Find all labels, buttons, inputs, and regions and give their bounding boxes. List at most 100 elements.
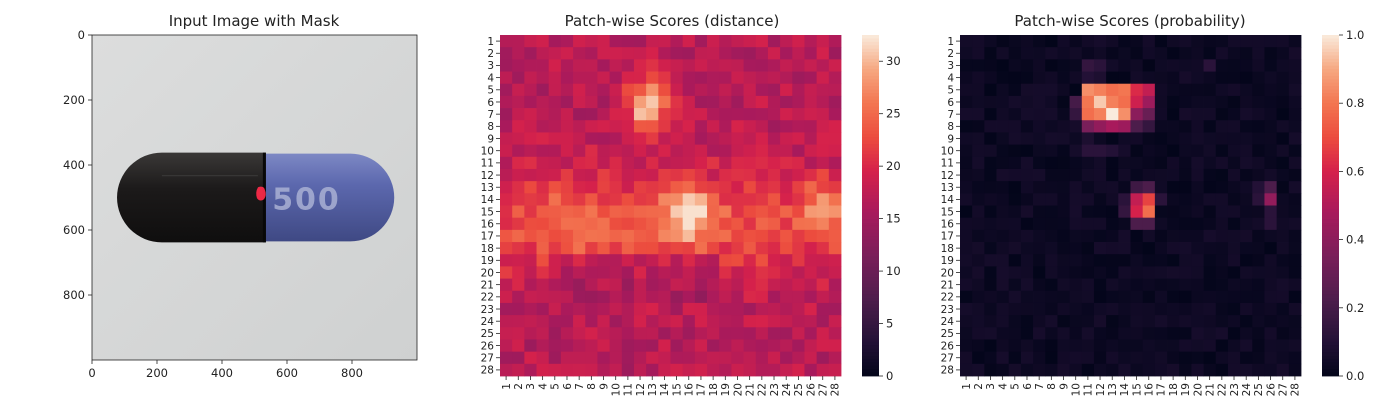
- probability-cell: [1130, 229, 1144, 243]
- probability-cell: [1252, 205, 1265, 219]
- probability-cell: [1142, 290, 1156, 304]
- probability-xtick-label: 5: [1010, 383, 1022, 390]
- probability-cell: [984, 290, 997, 304]
- probability-cell: [1130, 315, 1144, 328]
- distance-cell: [804, 47, 818, 60]
- probability-colorbar-segment: [1322, 260, 1339, 264]
- probability-cell: [1288, 35, 1302, 48]
- distance-cell: [792, 339, 805, 353]
- distance-cell: [560, 278, 574, 292]
- distance-colorbar-segment: [862, 140, 879, 145]
- probability-cell: [1020, 290, 1034, 304]
- probability-cell: [1179, 59, 1192, 72]
- distance-cell: [731, 193, 744, 206]
- probability-cell: [1069, 95, 1083, 109]
- probability-cell: [1227, 144, 1241, 158]
- probability-cell: [1081, 266, 1095, 279]
- distance-cell: [548, 327, 562, 340]
- probability-xtick-label: 12: [1095, 383, 1107, 396]
- probability-cell: [1179, 120, 1192, 133]
- probability-cell: [1288, 278, 1302, 292]
- probability-cell: [996, 290, 1010, 304]
- distance-cell: [609, 181, 623, 194]
- distance-cell: [585, 229, 598, 243]
- probability-cell: [1093, 217, 1107, 231]
- distance-cell: [780, 205, 793, 219]
- probability-xtick-label: 15: [1131, 383, 1143, 396]
- probability-cell: [1215, 254, 1229, 267]
- probability-cell: [1057, 95, 1071, 109]
- probability-cell: [960, 229, 973, 243]
- distance-cell: [707, 181, 720, 194]
- distance-cell: [560, 35, 574, 48]
- probability-cell: [1288, 205, 1302, 219]
- probability-cell: [1106, 327, 1119, 340]
- probability-colorbar-segment: [1322, 345, 1339, 350]
- probability-cell: [1264, 363, 1278, 377]
- probability-colorbar-segment: [1322, 161, 1339, 165]
- distance-cell: [767, 205, 781, 219]
- distance-colorbar-segment: [862, 215, 879, 220]
- distance-colorbar-segment: [862, 79, 879, 84]
- distance-colorbar-segment: [862, 130, 879, 135]
- probability-cell: [1203, 181, 1217, 194]
- input-image-frame: [91, 34, 418, 361]
- probability-cell: [1179, 108, 1192, 121]
- probability-cell: [1191, 363, 1204, 377]
- probability-colorbar-segment: [1322, 35, 1339, 39]
- probability-ytick-label: 9: [947, 133, 954, 145]
- distance-cell: [828, 242, 842, 255]
- probability-colorbar-segment: [1322, 198, 1339, 203]
- probability-cell: [1069, 290, 1083, 304]
- distance-cell: [548, 229, 562, 243]
- probability-colorbar-segment: [1322, 130, 1339, 135]
- distance-cell: [670, 83, 684, 97]
- distance-cell: [780, 315, 793, 328]
- probability-cell: [1130, 351, 1144, 365]
- probability-cell: [1118, 339, 1131, 353]
- probability-cell: [1179, 278, 1192, 292]
- distance-cell: [816, 144, 830, 158]
- distance-cell: [548, 156, 562, 170]
- probability-cell: [1118, 35, 1131, 48]
- distance-cell: [609, 290, 623, 304]
- distance-colorbar-segment: [862, 123, 879, 128]
- probability-colorbar-segment: [1322, 171, 1339, 176]
- distance-cell: [512, 193, 525, 206]
- distance-cell: [731, 254, 744, 267]
- probability-colorbar-segment: [1322, 92, 1339, 97]
- distance-cell: [804, 254, 818, 267]
- probability-cell: [1264, 327, 1278, 340]
- probability-colorbar-segment: [1322, 150, 1339, 155]
- distance-cell: [731, 168, 744, 182]
- probability-cell: [1130, 156, 1144, 170]
- distance-cell: [670, 156, 684, 170]
- distance-cell: [633, 205, 647, 219]
- probability-cell: [1118, 315, 1131, 328]
- distance-cell: [573, 59, 586, 72]
- probability-cell: [1033, 132, 1046, 146]
- probability-cell: [1045, 83, 1058, 97]
- probability-cell: [984, 35, 997, 48]
- distance-cell: [646, 363, 659, 377]
- probability-cell: [1167, 315, 1180, 328]
- distance-cell: [658, 290, 671, 304]
- probability-ytick-label: 18: [941, 243, 954, 255]
- probability-cell: [1045, 327, 1058, 340]
- probability-cell: [1118, 205, 1131, 219]
- probability-cell: [1142, 144, 1156, 158]
- probability-cell: [1276, 327, 1290, 340]
- probability-cell: [1020, 254, 1034, 267]
- distance-colorbar-segment: [862, 174, 879, 179]
- distance-cell: [707, 156, 720, 170]
- probability-cell: [972, 35, 985, 48]
- probability-cell: [1106, 302, 1119, 316]
- probability-cell: [1154, 132, 1168, 146]
- capsule-cap: [117, 152, 266, 243]
- distance-cell: [816, 339, 830, 353]
- distance-cell: [682, 302, 696, 316]
- distance-ytick-label: 25: [481, 328, 494, 340]
- distance-cell: [707, 327, 720, 340]
- probability-cell: [1033, 205, 1046, 219]
- probability-cell: [1057, 168, 1071, 182]
